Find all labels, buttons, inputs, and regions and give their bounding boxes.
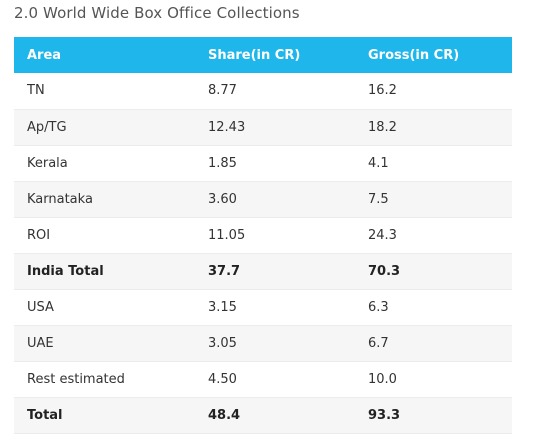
table-header-row: Area Share(in CR) Gross(in CR): [14, 37, 512, 73]
cell-area: Total: [14, 397, 195, 434]
table-row: Rest estimated 4.50 10.0: [14, 361, 512, 398]
cell-share: 8.77: [195, 73, 355, 110]
cell-area: Rest estimated: [14, 361, 195, 398]
box-office-table: Area Share(in CR) Gross(in CR) TN 8.77 1…: [14, 37, 512, 434]
cell-gross: 10.0: [355, 361, 512, 398]
table-row: TN 8.77 16.2: [14, 73, 512, 110]
cell-share: 3.05: [195, 325, 355, 362]
cell-share: 3.15: [195, 289, 355, 326]
table-row: Karnataka 3.60 7.5: [14, 181, 512, 218]
cell-share: 3.60: [195, 181, 355, 218]
table-row-total: Total 48.4 93.3: [14, 397, 512, 434]
column-header-gross: Gross(in CR): [368, 47, 460, 63]
cell-share: 4.50: [195, 361, 355, 398]
cell-share: 48.4: [195, 397, 355, 434]
cell-share: 12.43: [195, 109, 355, 146]
cell-gross: 93.3: [355, 397, 512, 434]
cell-gross: 7.5: [355, 181, 512, 218]
cell-area: Kerala: [14, 145, 195, 182]
cell-area: TN: [14, 73, 195, 110]
table-row: USA 3.15 6.3: [14, 289, 512, 326]
cell-gross: 6.3: [355, 289, 512, 326]
cell-area: India Total: [14, 253, 195, 290]
cell-area: Ap/TG: [14, 109, 195, 146]
cell-share: 11.05: [195, 217, 355, 254]
cell-area: USA: [14, 289, 195, 326]
cell-gross: 18.2: [355, 109, 512, 146]
cell-gross: 70.3: [355, 253, 512, 290]
cell-gross: 6.7: [355, 325, 512, 362]
cell-gross: 24.3: [355, 217, 512, 254]
column-header-area: Area: [27, 47, 62, 63]
cell-share: 1.85: [195, 145, 355, 182]
cell-gross: 4.1: [355, 145, 512, 182]
cell-gross: 16.2: [355, 73, 512, 110]
page-title: 2.0 World Wide Box Office Collections: [14, 4, 300, 22]
cell-area: UAE: [14, 325, 195, 362]
cell-area: Karnataka: [14, 181, 195, 218]
table-row: Ap/TG 12.43 18.2: [14, 109, 512, 146]
cell-share: 37.7: [195, 253, 355, 290]
table-row-india-total: India Total 37.7 70.3: [14, 253, 512, 290]
table-row: ROI 11.05 24.3: [14, 217, 512, 254]
column-header-share: Share(in CR): [208, 47, 301, 63]
table-row: UAE 3.05 6.7: [14, 325, 512, 362]
cell-area: ROI: [14, 217, 195, 254]
table-row: Kerala 1.85 4.1: [14, 145, 512, 182]
